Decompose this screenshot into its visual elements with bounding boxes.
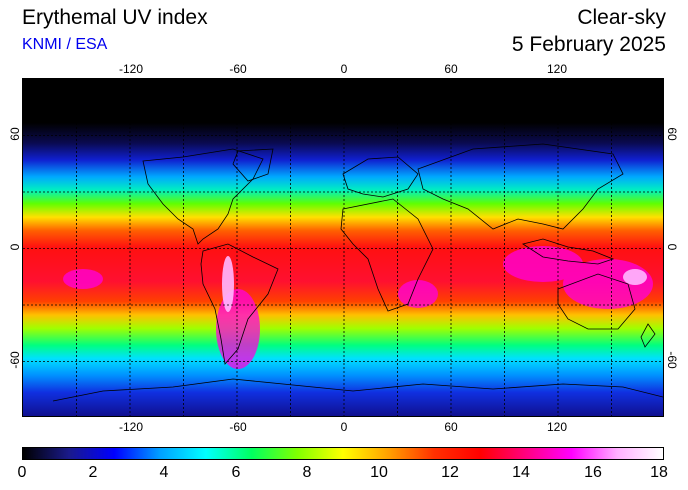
graticule	[23, 79, 663, 416]
peak-uv-patches	[222, 256, 647, 312]
lat-tick-right: -60	[665, 351, 679, 369]
lon-tick-top: -60	[229, 62, 247, 76]
lat-tick-left: 60	[8, 127, 22, 141]
credit-label: KNMI / ESA	[22, 36, 108, 53]
uv-colorbar	[22, 447, 664, 460]
colorbar-label: 18	[650, 464, 668, 481]
lon-tick-bottom: -120	[118, 420, 144, 434]
coastlines	[52, 143, 663, 402]
uv-index-map	[22, 78, 664, 417]
lon-tick-top: 60	[444, 62, 458, 76]
colorbar-label: 10	[370, 464, 388, 481]
map-canvas	[23, 79, 663, 416]
chart-title: Erythemal UV index	[22, 6, 208, 29]
colorbar-label: 0	[17, 464, 27, 481]
lon-tick-bottom: 0	[340, 420, 348, 434]
date-label: 5 February 2025	[511, 33, 666, 56]
lon-tick-bottom: 120	[546, 420, 568, 434]
colorbar-label: 6	[231, 464, 241, 481]
colorbar-label: 8	[302, 464, 312, 481]
lon-tick-top: 120	[546, 62, 568, 76]
lat-tick-left: 0	[8, 243, 22, 251]
colorbar-label: 12	[441, 464, 459, 481]
lat-tick-left: -60	[8, 351, 22, 369]
colorbar-label: 2	[88, 464, 98, 481]
colorbar-label: 16	[584, 464, 602, 481]
colorbar-label: 4	[159, 464, 169, 481]
lon-tick-bottom: 60	[444, 420, 458, 434]
lon-tick-bottom: -60	[229, 420, 247, 434]
lon-tick-top: 0	[340, 62, 348, 76]
lon-tick-top: -120	[118, 62, 144, 76]
lat-tick-right: 60	[665, 127, 679, 141]
colorbar-label: 14	[512, 464, 530, 481]
mode-label: Clear-sky	[577, 6, 666, 29]
lat-tick-right: 0	[665, 243, 679, 251]
